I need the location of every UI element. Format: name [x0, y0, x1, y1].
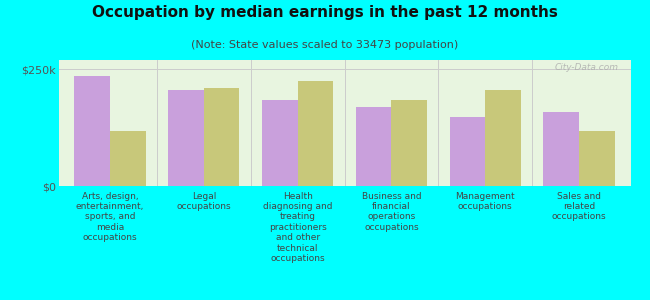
Bar	[75, 76, 110, 186]
Bar	[110, 131, 146, 186]
Bar	[204, 88, 239, 186]
Bar	[450, 117, 485, 186]
Bar	[579, 131, 614, 186]
Text: City-Data.com: City-Data.com	[555, 62, 619, 71]
Bar	[543, 112, 579, 186]
Bar	[391, 100, 427, 186]
Bar	[168, 90, 204, 186]
Text: Occupation by median earnings in the past 12 months: Occupation by median earnings in the pas…	[92, 4, 558, 20]
Bar	[485, 90, 521, 186]
Bar	[262, 100, 298, 186]
Bar	[356, 107, 391, 186]
Text: (Note: State values scaled to 33473 population): (Note: State values scaled to 33473 popu…	[191, 40, 459, 50]
Bar	[298, 81, 333, 186]
